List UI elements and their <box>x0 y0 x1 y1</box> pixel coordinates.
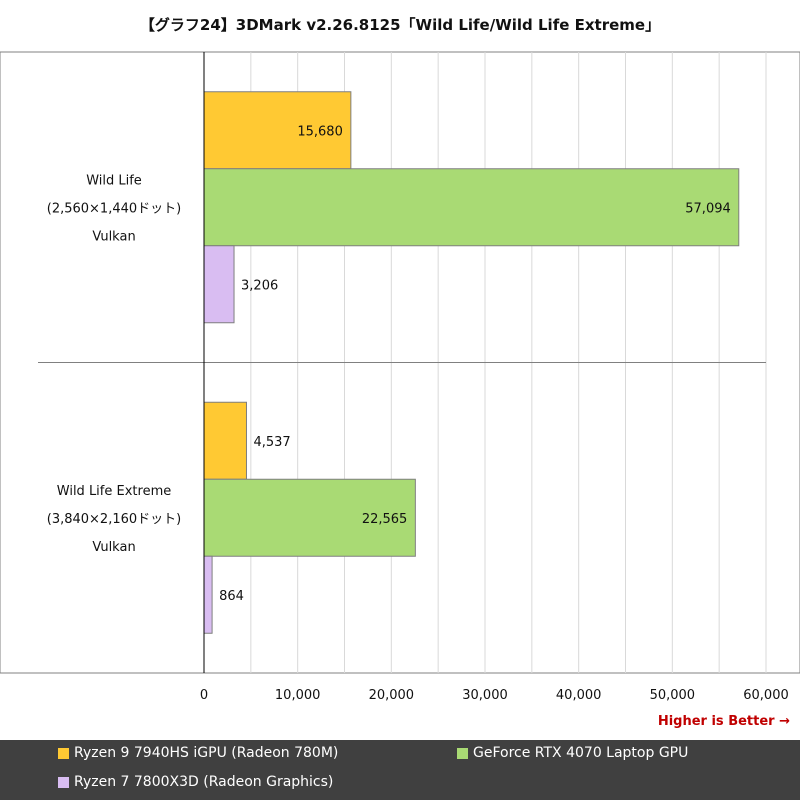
bar-2-2 <box>203 478 416 557</box>
bar-1-2 <box>203 168 740 247</box>
category-label-1-1: Wild Life <box>86 173 142 188</box>
legend-item-3: Ryzen 7 7800X3D (Radeon Graphics) <box>58 774 333 790</box>
category-label-1-3: Vulkan <box>92 229 135 244</box>
legend-item-1: Ryzen 9 7940HS iGPU (Radeon 780M) <box>58 745 338 761</box>
value-label-1-2: 57,094 <box>685 201 731 216</box>
x-tick-label-6: 50,000 <box>650 688 696 703</box>
legend-swatch-2 <box>457 747 468 759</box>
legend: Ryzen 9 7940HS iGPU (Radeon 780M) GeForc… <box>0 740 800 800</box>
value-label-1-3: 3,206 <box>241 278 278 293</box>
legend-item-2: GeForce RTX 4070 Laptop GPU <box>457 745 688 761</box>
chart-title: 【グラフ24】3DMark v2.26.8125「Wild Life/Wild … <box>139 16 661 34</box>
value-label-1-1: 15,680 <box>297 124 343 139</box>
x-tick-label-4: 30,000 <box>462 688 508 703</box>
category-label-2-2: (3,840×2,160ドット) <box>47 512 181 527</box>
bar-1-1 <box>203 91 352 170</box>
value-label-2-2: 22,565 <box>362 512 408 527</box>
value-label-2-3: 864 <box>219 589 244 604</box>
bar-2-1 <box>203 401 247 480</box>
bar-2-3 <box>203 555 213 634</box>
x-tick-label-3: 20,000 <box>369 688 415 703</box>
legend-label-3: Ryzen 7 7800X3D (Radeon Graphics) <box>74 774 334 790</box>
category-label-2-1: Wild Life Extreme <box>57 484 171 499</box>
x-tick-label-7: 60,000 <box>743 688 789 703</box>
chart-plot: 15,680 57,094 3,206 Wild Life (2,560×1,440ドッ… <box>0 51 800 703</box>
higher-is-better-note: Higher is Better → <box>657 714 790 729</box>
bar-1-3 <box>203 245 235 324</box>
x-tick-label-2: 10,000 <box>275 688 321 703</box>
legend-swatch-3 <box>58 776 69 788</box>
category-label-2-3: Vulkan <box>92 540 135 555</box>
value-label-2-1: 4,537 <box>253 435 290 450</box>
x-tick-label-1: 0 <box>200 688 208 703</box>
legend-label-1: Ryzen 9 7940HS iGPU (Radeon 780M) <box>74 745 339 761</box>
category-label-1-2: (2,560×1,440ドット) <box>47 201 181 216</box>
legend-swatch-1 <box>58 747 69 759</box>
x-tick-label-5: 40,000 <box>556 688 602 703</box>
legend-label-2: GeForce RTX 4070 Laptop GPU <box>473 745 689 761</box>
